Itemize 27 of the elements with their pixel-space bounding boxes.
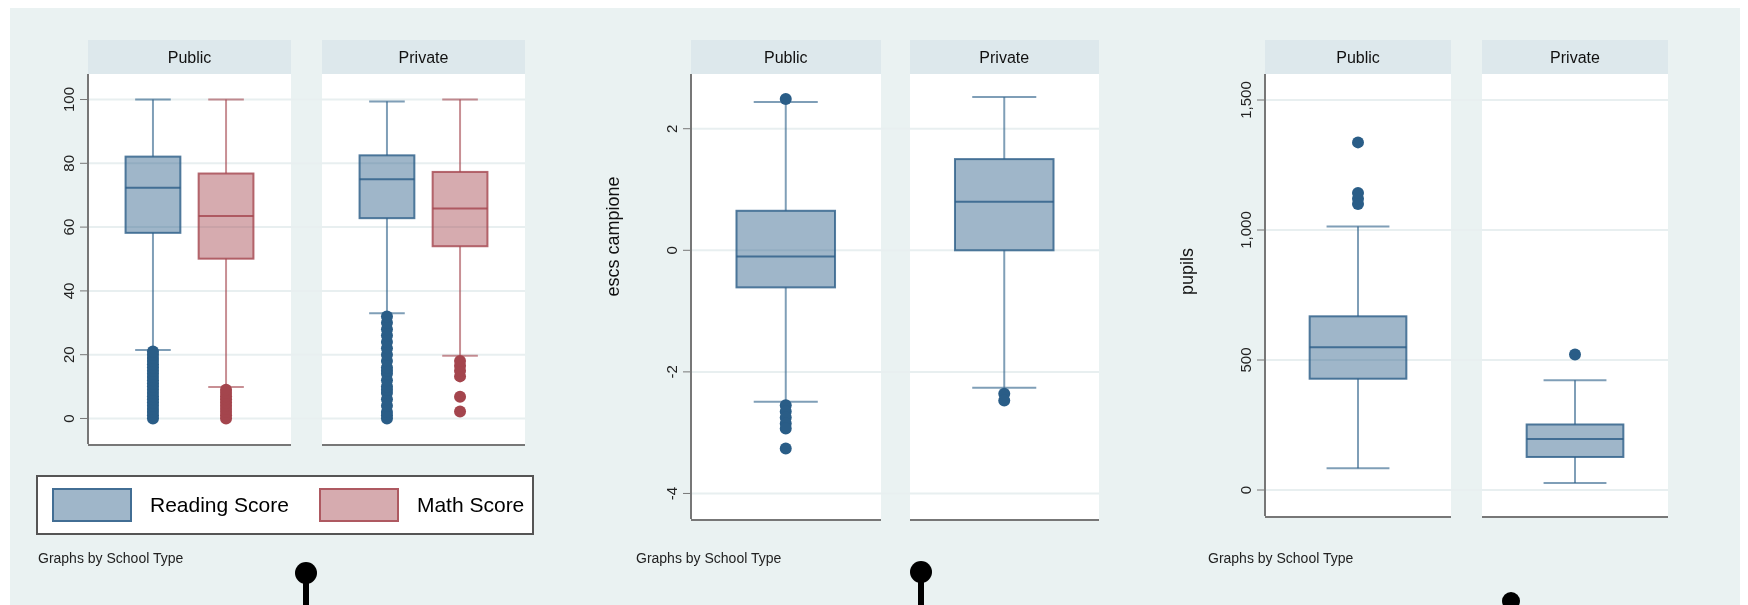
x-tick-label: Private: [398, 49, 449, 66]
text: Graphs by School Type: [1208, 550, 1354, 566]
text: Graphs by School Type: [38, 550, 184, 566]
legend-label: Math Score: [416, 493, 525, 517]
x-tick-label: Private: [979, 49, 1030, 66]
y-tick-label: 60: [60, 218, 77, 236]
x-tick-label: Public: [763, 49, 808, 66]
y-tick-label: 0: [663, 246, 680, 255]
y-axis-title: pupils: [1177, 247, 1198, 295]
y-tick-label: 100: [60, 87, 77, 113]
y-tick-label: 40: [60, 282, 77, 300]
x-tick-label: Public: [1336, 49, 1380, 66]
x-tick-label: Private: [1550, 49, 1600, 66]
y-axis-title: escs campione: [603, 176, 624, 297]
y-tick-label: 1,500: [1237, 81, 1254, 119]
y-tick-label: -4: [663, 486, 680, 501]
y-tick-label: 1,000: [1237, 211, 1254, 249]
y-tick-label: 2: [663, 124, 680, 133]
x-tick-label: Public: [167, 49, 212, 66]
y-tick-label: 0: [1237, 485, 1254, 495]
text: Graphs by School Type: [636, 550, 782, 566]
y-tick-label: 80: [60, 154, 77, 172]
y-tick-label: 500: [1237, 347, 1254, 373]
y-tick-label: 20: [60, 346, 77, 364]
legend-label: Reading Score: [150, 493, 289, 517]
y-tick-label: -2: [663, 365, 680, 379]
y-tick-label: 0: [60, 414, 77, 423]
